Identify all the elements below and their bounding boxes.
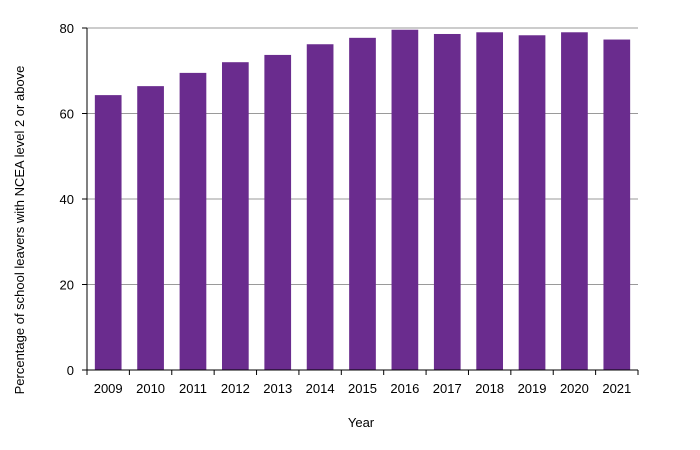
x-tick-label-2017: 2017: [433, 381, 462, 396]
bars: [94, 29, 631, 371]
x-tick-label-2021: 2021: [602, 381, 631, 396]
y-tick-label-60: 60: [60, 107, 74, 122]
bar-2014: [306, 44, 334, 371]
bar-2018: [476, 32, 504, 371]
x-tick-label-2010: 2010: [136, 381, 165, 396]
bar-2013: [264, 54, 292, 371]
bar-2019: [518, 35, 546, 371]
x-tick-label-2019: 2019: [518, 381, 547, 396]
bar-2020: [561, 32, 588, 371]
x-tick-label-2020: 2020: [560, 381, 589, 396]
bar-2010: [137, 86, 164, 370]
x-tick-label-2018: 2018: [475, 381, 504, 396]
bar-2016: [391, 29, 419, 371]
x-tick-label-2009: 2009: [94, 381, 123, 396]
bar-2011: [179, 72, 207, 370]
y-tick-label-80: 80: [60, 21, 74, 36]
y-tick-label-20: 20: [60, 278, 74, 293]
x-tick-label-2011: 2011: [179, 381, 207, 396]
bar-2017: [433, 33, 461, 371]
x-tick-labels: 2009 2010 2011 2012 2013 2014 2015 2016 2017 2018…: [86, 370, 639, 396]
bar-2012: [221, 62, 249, 370]
y-tick-label-0: 0: [67, 363, 74, 378]
bar-2015: [349, 37, 376, 371]
y-tick-label-40: 40: [60, 192, 74, 207]
x-tick-label-2013: 2013: [263, 381, 292, 396]
x-tick-label-2015: 2015: [348, 381, 377, 396]
y-axis-label: Percentage of school leavers with NCEA l…: [12, 66, 27, 395]
y-tick-labels: 0 20 40 60 80: [60, 21, 87, 378]
x-axis-label: Year: [348, 415, 375, 430]
x-tick-label-2012: 2012: [221, 381, 250, 396]
bar-2021: [603, 39, 631, 370]
x-tick-label-2014: 2014: [306, 381, 335, 396]
x-tick-label-2016: 2016: [390, 381, 419, 396]
bar-2009: [94, 95, 122, 371]
